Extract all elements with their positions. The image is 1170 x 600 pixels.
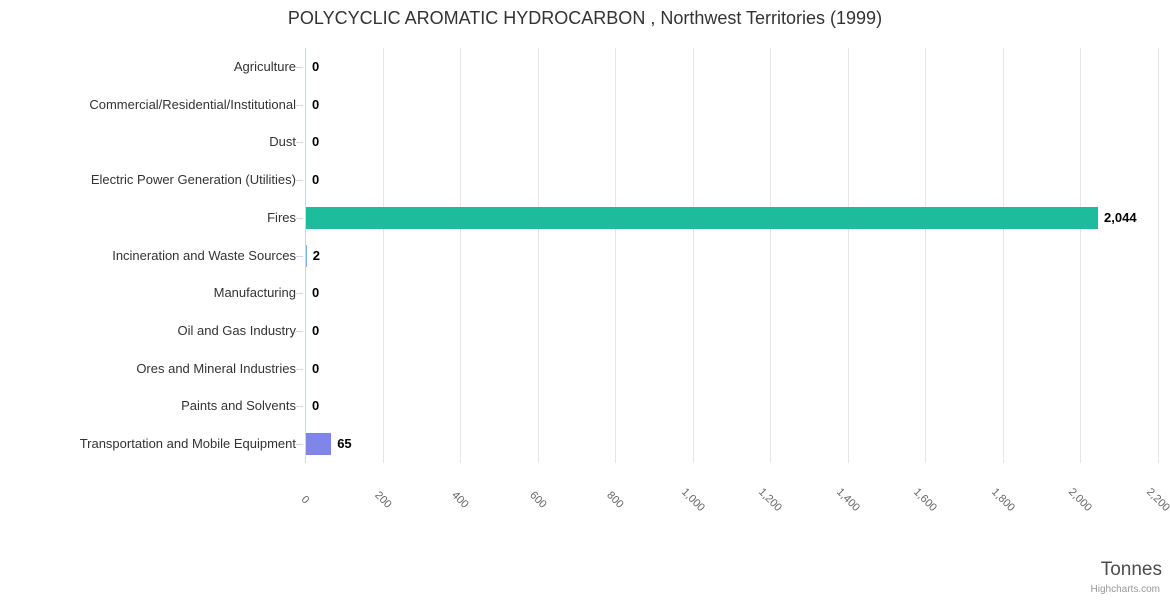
bar-value-label: 0: [312, 134, 320, 150]
highcharts-credits-link[interactable]: Highcharts.com: [1090, 584, 1160, 595]
bar-value-label: 0: [312, 322, 320, 338]
x-tick-label: 1,000: [678, 486, 707, 514]
y-axis-tick: [296, 406, 303, 408]
x-axis-title: Tonnes: [1100, 559, 1162, 580]
x-tick-label: 2,000: [1066, 486, 1094, 514]
y-axis-tick: [296, 180, 303, 182]
x-tick-label: 1,800: [988, 486, 1017, 514]
gridline: [382, 48, 384, 463]
x-tick-label: 1,400: [833, 486, 862, 514]
category-label: Electric Power Generation (Utilities): [90, 172, 296, 188]
y-axis-tick: [296, 330, 303, 332]
y-axis-tick: [296, 104, 303, 106]
x-tick-label: 1,200: [756, 486, 784, 514]
bar-value-label: 0: [312, 360, 320, 376]
bar-value-label: 0: [312, 96, 320, 112]
category-label: Incineration and Waste Sources: [112, 247, 296, 263]
y-axis-line: [305, 48, 306, 463]
category-label: Oil and Gas Industry: [177, 322, 297, 338]
category-label: Ores and Mineral Industries: [136, 360, 296, 376]
bar-value-label: 0: [312, 58, 320, 74]
gridline: [770, 48, 771, 463]
bar-value-label: 65: [337, 436, 352, 452]
gridline: [537, 48, 539, 463]
category-label: Manufacturing: [213, 285, 296, 301]
gridline: [460, 48, 461, 463]
x-tick-label: 800: [604, 489, 626, 511]
gridline: [847, 48, 849, 463]
category-label: Paints and Solvents: [181, 398, 296, 414]
bar-value-label: 2,044: [1104, 209, 1137, 225]
y-axis-tick: [296, 217, 303, 219]
y-axis-tick: [296, 142, 303, 144]
bar-value-label: 0: [312, 285, 320, 301]
gridline: [692, 48, 694, 463]
bar[interactable]: [306, 244, 307, 267]
y-axis-tick: [296, 66, 303, 68]
category-label: Agriculture: [233, 58, 296, 74]
x-tick-label: 200: [371, 489, 394, 511]
x-tick-label: 0: [298, 493, 312, 507]
gridline: [925, 48, 926, 463]
category-label: Transportation and Mobile Equipment: [79, 436, 296, 452]
bar-value-label: 0: [312, 398, 320, 414]
chart-title: POLYCYCLIC AROMATIC HYDROCARBON , Northw…: [287, 8, 883, 28]
gridline: [1157, 48, 1159, 463]
y-axis-tick: [296, 368, 303, 370]
category-label: Dust: [269, 134, 296, 150]
x-tick-label: 600: [526, 489, 549, 511]
category-label: Fires: [267, 209, 296, 225]
gridline: [1080, 48, 1081, 463]
category-label: Commercial/Residential/Institutional: [89, 96, 296, 112]
x-tick-label: 400: [449, 489, 471, 511]
x-tick-label: 1,600: [911, 486, 939, 514]
bar[interactable]: [306, 206, 1099, 229]
gridline: [615, 48, 616, 463]
y-axis-tick: [296, 293, 303, 295]
y-axis-tick: [296, 255, 303, 257]
y-axis-tick: [296, 444, 303, 446]
gridline: [1002, 48, 1004, 463]
bar-value-label: 2: [312, 247, 320, 263]
bar-value-label: 0: [312, 172, 320, 188]
x-tick-label: 2,200: [1143, 486, 1170, 514]
bar[interactable]: [306, 433, 332, 456]
